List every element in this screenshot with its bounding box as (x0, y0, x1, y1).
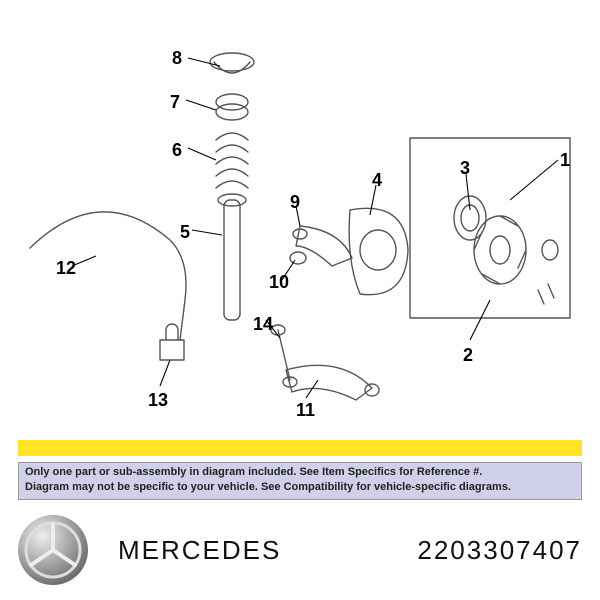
callout-9: 9 (290, 192, 300, 213)
callout-4: 4 (372, 170, 382, 191)
callout-2: 2 (463, 345, 473, 366)
callout-10: 10 (269, 272, 289, 293)
callout-13: 13 (148, 390, 168, 411)
callout-12: 12 (56, 258, 76, 279)
disclaimer-box: Only one part or sub-assembly in diagram… (18, 462, 582, 500)
disclaimer-line-2: Diagram may not be specific to your vehi… (25, 480, 575, 495)
callout-5: 5 (180, 222, 190, 243)
footer: MERCEDES 2203307407 (18, 510, 582, 590)
callout-1: 1 (560, 150, 570, 171)
callout-6: 6 (172, 140, 182, 161)
disclaimer-line-1: Only one part or sub-assembly in diagram… (25, 465, 575, 480)
part-number: 2203307407 (417, 535, 582, 566)
mercedes-star-icon (23, 520, 83, 580)
parts-diagram: 1 2 3 4 5 6 7 8 9 10 11 12 13 14 (0, 0, 600, 480)
callout-3: 3 (460, 158, 470, 179)
brand-name: MERCEDES (118, 535, 281, 566)
highlight-bar (18, 440, 582, 456)
callout-8: 8 (172, 48, 182, 69)
callout-11: 11 (296, 400, 315, 421)
callout-7: 7 (170, 92, 180, 113)
brand-logo (18, 515, 88, 585)
callout-14: 14 (253, 314, 273, 335)
